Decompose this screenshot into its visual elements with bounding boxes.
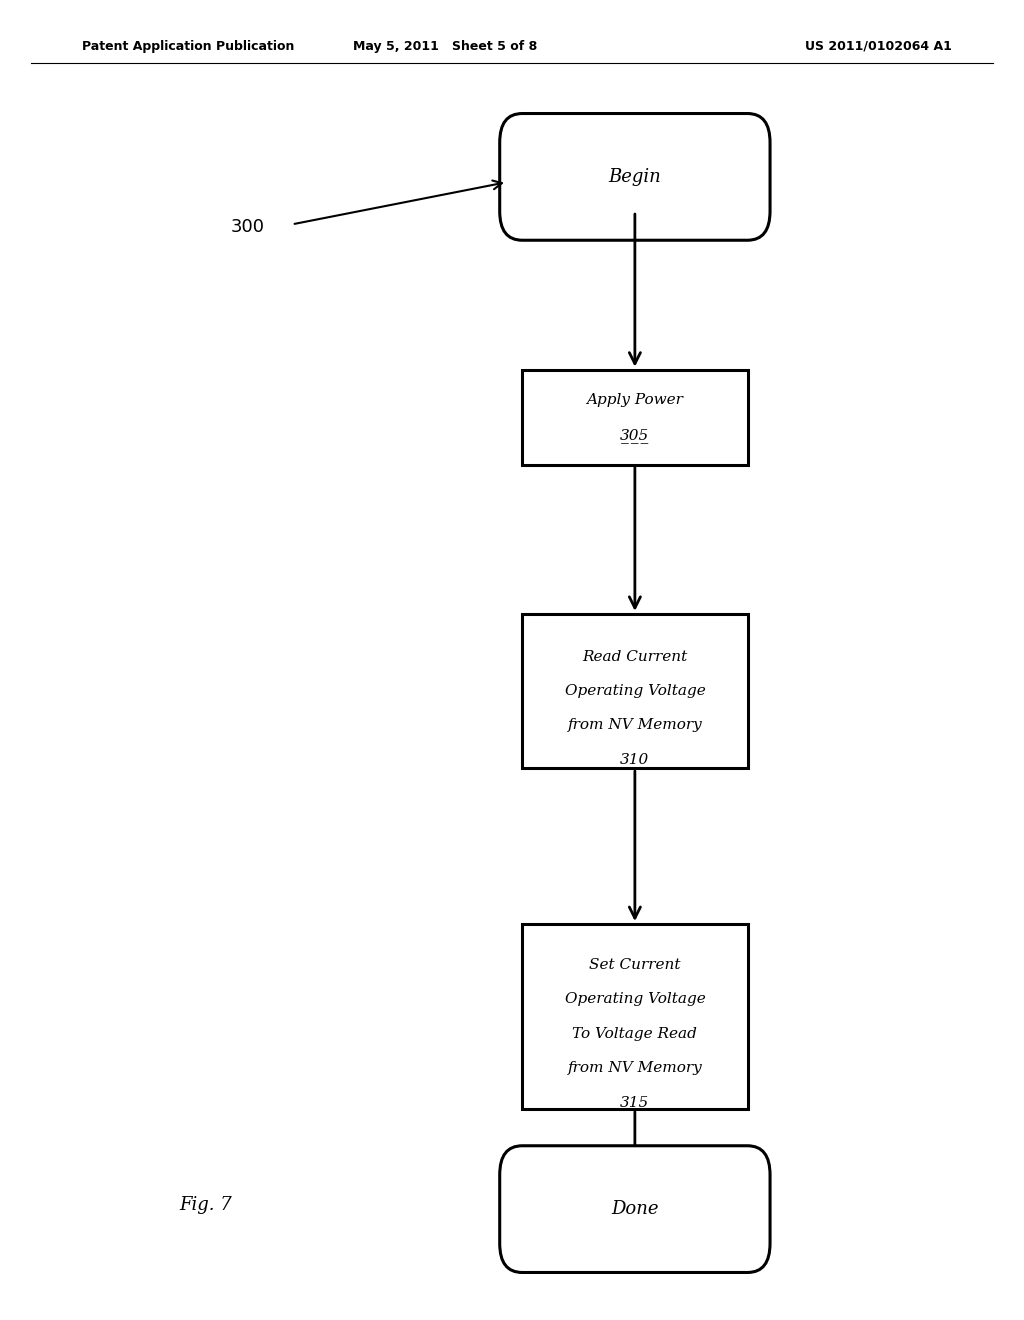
FancyBboxPatch shape bbox=[500, 1146, 770, 1272]
Text: Done: Done bbox=[611, 1200, 658, 1218]
Text: 3̲1̲0̲: 3̲1̲0̲ bbox=[621, 752, 649, 767]
FancyBboxPatch shape bbox=[500, 114, 770, 240]
Bar bbox=[522, 614, 748, 768]
Bar bbox=[522, 370, 748, 465]
Text: To Voltage Read: To Voltage Read bbox=[572, 1027, 697, 1040]
Text: 3̲0̲5̲: 3̲0̲5̲ bbox=[621, 428, 649, 444]
Text: from NV Memory: from NV Memory bbox=[567, 1061, 702, 1074]
Text: Begin: Begin bbox=[608, 168, 662, 186]
Text: 300: 300 bbox=[230, 218, 264, 236]
Text: Operating Voltage: Operating Voltage bbox=[564, 684, 706, 698]
Text: Set Current: Set Current bbox=[589, 958, 681, 972]
Text: 3̲1̲5̲: 3̲1̲5̲ bbox=[621, 1094, 649, 1110]
Text: Apply Power: Apply Power bbox=[587, 393, 683, 407]
Text: Patent Application Publication: Patent Application Publication bbox=[82, 40, 294, 53]
Text: US 2011/0102064 A1: US 2011/0102064 A1 bbox=[806, 40, 952, 53]
Text: from NV Memory: from NV Memory bbox=[567, 718, 702, 733]
Bar bbox=[522, 924, 748, 1109]
Text: Fig. 7: Fig. 7 bbox=[179, 1196, 232, 1214]
Text: Read Current: Read Current bbox=[583, 649, 687, 664]
Text: Operating Voltage: Operating Voltage bbox=[564, 993, 706, 1006]
Text: May 5, 2011   Sheet 5 of 8: May 5, 2011 Sheet 5 of 8 bbox=[353, 40, 538, 53]
